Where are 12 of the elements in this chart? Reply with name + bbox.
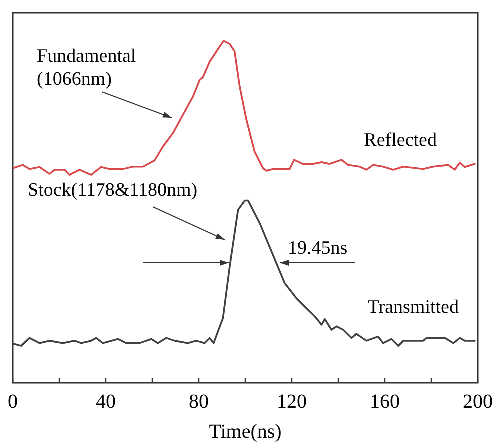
annotation: Fundamental (1066nm) bbox=[37, 46, 136, 90]
annotation: 19.45ns bbox=[288, 238, 348, 259]
x-tick-label: 120 bbox=[277, 391, 307, 413]
x-axis-title: Time(ns) bbox=[209, 421, 282, 443]
series-label: Transmitted bbox=[368, 296, 460, 318]
x-tick-label: 80 bbox=[189, 391, 209, 413]
x-tick-label: 200 bbox=[463, 391, 493, 413]
series-label: Reflected bbox=[364, 130, 438, 152]
x-tick-label: 0 bbox=[8, 391, 18, 413]
annotation: Stock(1178&1180nm) bbox=[28, 180, 198, 201]
x-tick-label: 160 bbox=[370, 391, 400, 413]
x-tick-label: 40 bbox=[96, 391, 116, 413]
